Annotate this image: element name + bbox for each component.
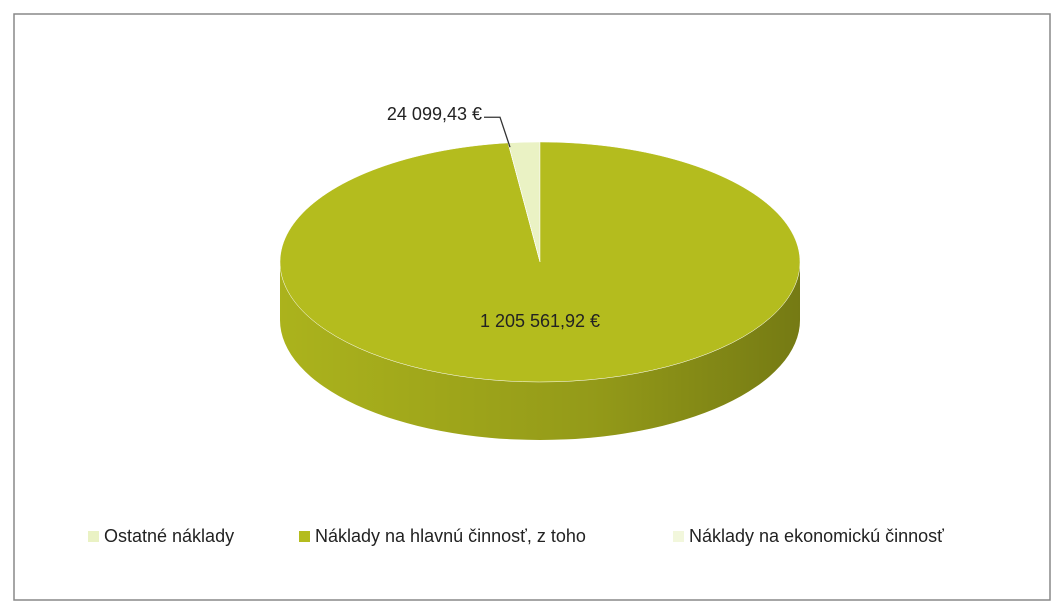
legend-swatch [673,531,684,542]
pie-side-shade [280,262,800,440]
legend-label: Náklady na hlavnú činnosť, z toho [315,526,586,546]
legend-label: Náklady na ekonomickú činnosť [689,526,944,546]
legend-label: Ostatné náklady [104,526,234,546]
legend-swatch [299,531,310,542]
data-label: 24 099,43 € [387,104,482,124]
leader-line [484,116,511,148]
legend-swatch [88,531,99,542]
data-label: 1 205 561,92 € [480,311,600,331]
